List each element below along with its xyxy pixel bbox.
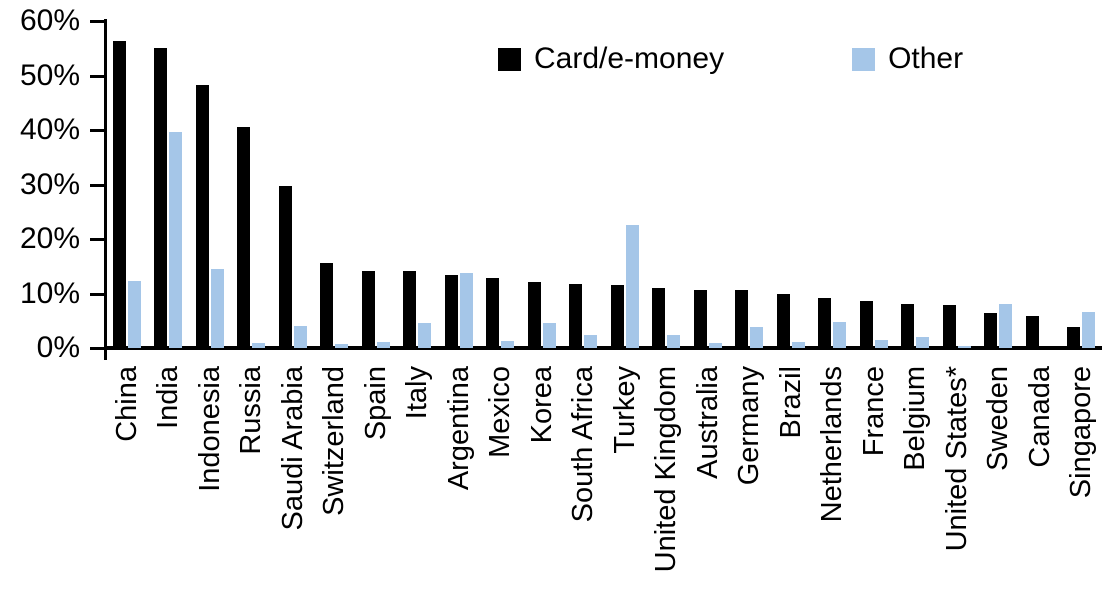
bar-card-e-money-belgium [901,304,914,348]
bar-other-brazil [792,342,805,348]
bar-card-e-money-sweden [984,313,997,348]
x-axis-label-germany: Germany [733,366,765,486]
x-axis-label-indonesia: Indonesia [194,366,226,492]
y-axis-tick-label: 40% [19,113,80,146]
y-axis-tick [90,293,104,296]
bar-other-italy [418,323,431,348]
bar-card-e-money-turkey [611,285,624,348]
bar-other-korea [543,323,556,348]
bar-other-mexico [501,341,514,348]
x-axis-label-netherlands: Netherlands [816,366,848,523]
x-axis-label-india: India [152,366,184,429]
bar-other-netherlands [833,322,846,348]
legend-item-other: Other [852,44,963,74]
bar-card-e-money-argentina [445,275,458,348]
legend-label-other: Other [888,42,964,75]
x-axis-label-korea: Korea [526,366,558,444]
bar-card-e-money-spain [362,271,375,348]
y-axis-tick [90,238,104,241]
bar-other-france [875,340,888,348]
y-axis-tick-label: 10% [19,277,80,310]
x-axis-line [104,346,1102,350]
bar-card-e-money-china [113,41,126,348]
y-axis-tick-label: 20% [19,222,80,255]
bar-other-singapore [1082,312,1095,348]
bar-card-e-money-singapore [1067,327,1080,348]
bar-card-e-money-india [154,48,167,348]
x-axis-label-united-states: United States* [941,366,973,552]
y-axis-tick [90,347,104,350]
x-axis-label-saudi-arabia: Saudi Arabia [277,366,309,531]
x-axis-label-spain: Spain [360,366,392,441]
bar-card-e-money-korea [528,282,541,348]
bar-other-russia [252,343,265,348]
bar-card-e-money-france [860,301,873,348]
bar-card-e-money-canada [1026,316,1039,348]
bar-other-australia [709,343,722,348]
x-axis-label-switzerland: Switzerland [318,366,350,516]
bar-other-belgium [916,337,929,348]
y-axis-tick [90,20,104,23]
bar-card-e-money-switzerland [320,263,333,348]
x-axis-label-belgium: Belgium [899,366,931,471]
bar-card-e-money-italy [403,271,416,348]
legend-item-card-e-money: Card/e-money [498,44,724,74]
bar-card-e-money-russia [237,127,250,348]
bar-other-germany [750,327,763,348]
bar-other-south-africa [584,335,597,348]
x-axis-label-singapore: Singapore [1065,366,1097,499]
x-axis-label-italy: Italy [401,366,433,420]
bar-other-indonesia [211,269,224,348]
bar-card-e-money-south-africa [569,284,582,348]
bar-other-switzerland [335,344,348,348]
bar-other-argentina [460,273,473,348]
legend-swatch-other [852,47,876,71]
y-axis-tick-label: 60% [19,4,80,37]
bar-other-china [128,281,141,348]
y-axis-tick-label: 30% [19,168,80,201]
bar-other-united-states [958,346,971,348]
bar-other-spain [377,342,390,348]
x-axis-label-russia: Russia [235,366,267,455]
bar-card-e-money-united-states [943,305,956,348]
y-axis-line [104,19,107,360]
bar-card-e-money-netherlands [818,298,831,348]
legend-swatch-card-e-money [498,47,521,71]
bar-card-e-money-germany [735,290,748,348]
bar-card-e-money-australia [694,290,707,348]
y-axis-tick [90,129,104,132]
bar-card-e-money-indonesia [196,85,209,348]
x-axis-label-argentina: Argentina [443,366,475,491]
x-axis-label-china: China [111,366,143,442]
x-axis-label-france: France [858,366,890,457]
x-axis-label-australia: Australia [692,366,724,479]
x-axis-label-brazil: Brazil [775,366,807,439]
bar-card-e-money-united-kingdom [652,288,665,348]
bar-other-saudi-arabia [294,326,307,348]
bar-card-e-money-saudi-arabia [279,186,292,348]
bar-other-india [169,132,182,348]
y-axis-tick-label: 0% [36,331,80,364]
x-axis-label-mexico: Mexico [484,366,516,458]
y-axis-tick-label: 50% [19,59,80,92]
bar-other-united-kingdom [667,335,680,348]
bar-card-e-money-brazil [777,294,790,348]
x-axis-label-south-africa: South Africa [567,366,599,523]
x-axis-label-sweden: Sweden [982,366,1014,471]
bar-card-e-money-mexico [486,278,499,348]
x-axis-label-united-kingdom: United Kingdom [650,366,682,573]
chart-legend: Card/e-money Other [498,44,963,74]
y-axis-tick [90,75,104,78]
y-axis-tick [90,184,104,187]
bar-other-sweden [999,304,1012,348]
legend-label-card-e-money: Card/e-money [534,42,725,75]
x-axis-label-canada: Canada [1024,366,1056,468]
bar-other-turkey [626,225,639,348]
x-axis-label-turkey: Turkey [609,366,641,454]
